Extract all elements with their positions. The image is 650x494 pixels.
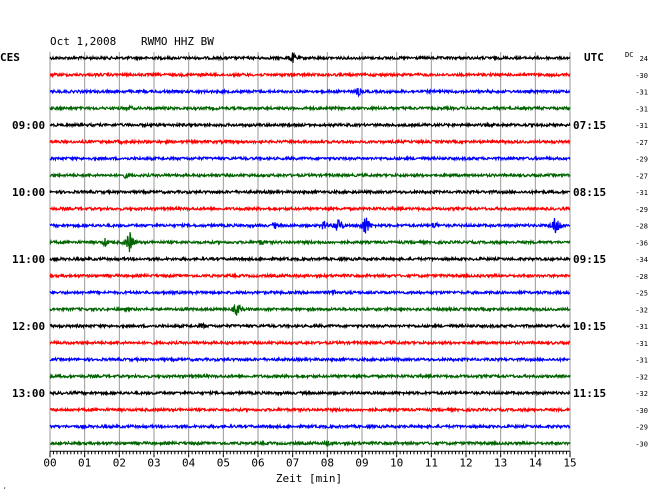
trace-row-11: [49, 232, 571, 253]
corner-mark: ,: [3, 483, 7, 490]
dc-offset-label: -36: [635, 239, 648, 247]
x-tick-label: 11: [425, 456, 438, 469]
trace-row-16: [49, 321, 571, 330]
dc-offset-label: -28: [635, 223, 648, 231]
trace-row-2: [49, 87, 571, 98]
dc-offset-label: -31: [635, 122, 648, 130]
x-tick-label: 00: [43, 456, 56, 469]
x-tick-label: 09: [355, 456, 368, 469]
trace-row-23: [49, 439, 571, 447]
dc-offset-label: -25: [635, 290, 648, 298]
left-hour-label: 10:00: [12, 186, 45, 199]
x-tick-label: 01: [78, 456, 91, 469]
right-hour-label: 11:15: [573, 387, 606, 400]
dc-offset-label: -32: [635, 306, 648, 314]
trace-row-5: [49, 138, 571, 146]
left-hour-label: 11:00: [12, 253, 45, 266]
x-tick-label: 02: [113, 456, 126, 469]
dc-offset-label: 24: [640, 55, 648, 63]
x-tick-label: 15: [563, 456, 576, 469]
trace-row-0: [49, 51, 571, 63]
x-tick-label: 06: [251, 456, 264, 469]
x-tick-label: 12: [459, 456, 472, 469]
dc-offset-label: -31: [635, 323, 648, 331]
dc-offset-label: -31: [635, 340, 648, 348]
x-tick-label: 13: [494, 456, 507, 469]
dc-offset-label: -29: [635, 206, 648, 214]
dc-offset-label: -31: [635, 357, 648, 365]
x-axis-label: Zeit [min]: [276, 472, 342, 485]
x-tick-label: 04: [182, 456, 196, 469]
trace-row-18: [49, 355, 571, 364]
left-hour-label: 09:00: [12, 119, 45, 132]
x-tick-label: 05: [217, 456, 230, 469]
dc-header-label: DC: [625, 51, 633, 59]
dc-offset-label: -31: [635, 189, 648, 197]
trace-row-22: [49, 422, 571, 431]
x-tick-label: 14: [529, 456, 543, 469]
dc-offset-label: -31: [635, 105, 648, 113]
x-tick-label: 10: [390, 456, 403, 469]
x-tick-label: 08: [321, 456, 334, 469]
right-hour-label: 08:15: [573, 186, 606, 199]
trace-row-3: [49, 104, 571, 112]
left-timezone-label: CES: [0, 51, 20, 64]
trace-row-19: [49, 372, 571, 380]
dc-offset-label: -32: [635, 373, 648, 381]
trace-row-7: [49, 171, 571, 179]
left-hour-label: 13:00: [12, 387, 45, 400]
dc-offset-label: -30: [635, 407, 648, 415]
trace-row-9: [49, 205, 571, 213]
right-timezone-label: UTC: [584, 51, 604, 64]
trace-row-13: [49, 272, 571, 280]
chart-date: Oct 1,2008: [50, 35, 116, 48]
trace-row-15: [49, 303, 571, 316]
trace-row-10: [49, 217, 571, 234]
dc-offset-label: -31: [635, 89, 648, 97]
trace-row-12: [49, 255, 571, 263]
trace-row-1: [49, 71, 571, 79]
trace-row-17: [49, 339, 571, 347]
trace-row-20: [49, 389, 571, 397]
dc-offset-label: -27: [635, 172, 648, 180]
dc-offset-label: -29: [635, 424, 648, 432]
chart-station: RWMO HHZ BW: [141, 35, 214, 48]
dc-offset-label: -32: [635, 390, 648, 398]
x-tick-label: 03: [147, 456, 160, 469]
trace-row-8: [49, 188, 571, 196]
dc-offset-label: -30: [635, 72, 648, 80]
trace-row-6: [49, 155, 571, 163]
dc-offset-label: -30: [635, 440, 648, 448]
x-tick-label: 07: [286, 456, 299, 469]
dc-offset-label: -27: [635, 139, 648, 147]
dc-offset-label: -34: [635, 256, 648, 264]
right-hour-label: 10:15: [573, 320, 606, 333]
left-hour-label: 12:00: [12, 320, 45, 333]
dc-offset-label: -28: [635, 273, 648, 281]
right-hour-label: 07:15: [573, 119, 606, 132]
trace-row-14: [49, 289, 571, 297]
trace-row-21: [49, 406, 571, 414]
right-hour-label: 09:15: [573, 253, 606, 266]
dc-offset-label: -29: [635, 156, 648, 164]
trace-row-4: [49, 121, 571, 129]
